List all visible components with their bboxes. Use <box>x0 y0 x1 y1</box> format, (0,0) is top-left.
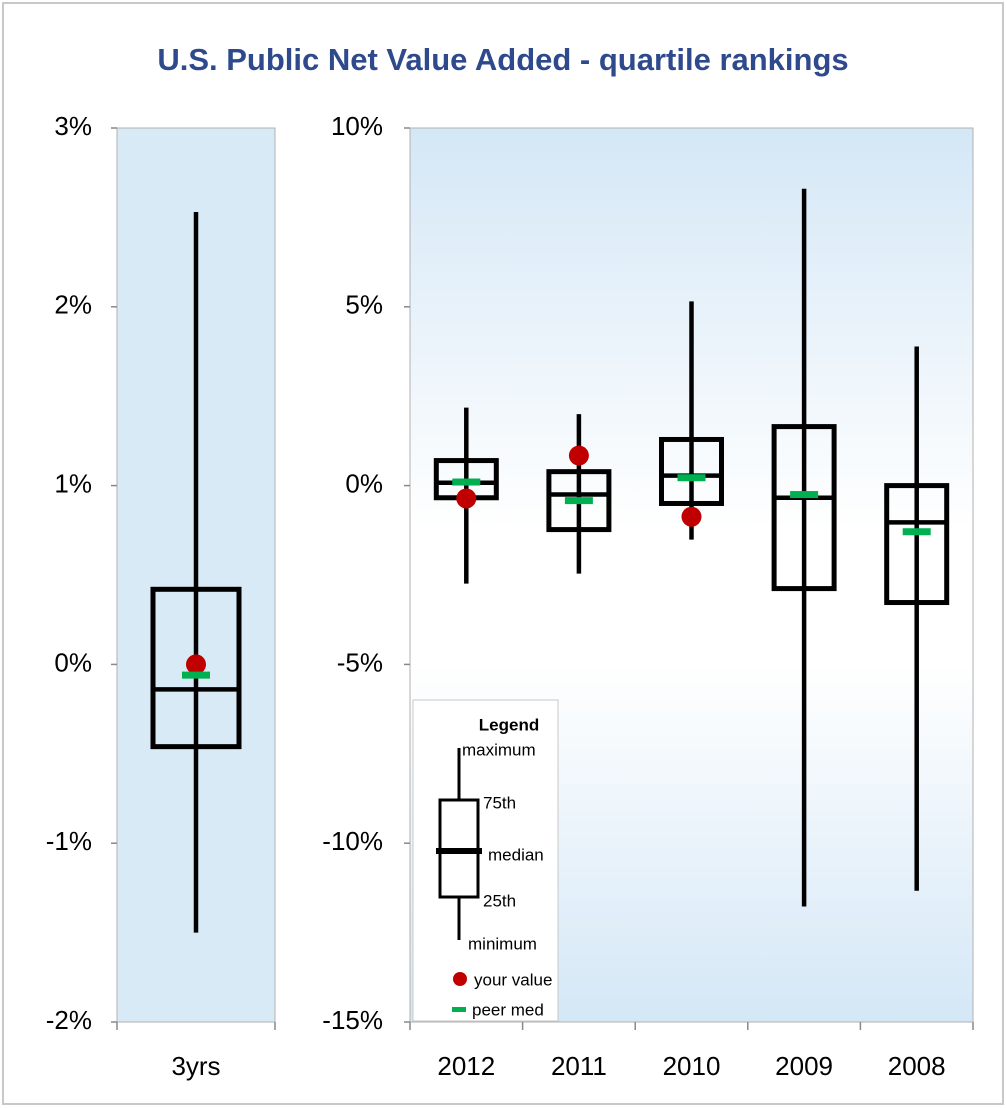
y-tick-label: -5% <box>337 647 383 677</box>
your-value <box>681 506 702 527</box>
y-tick-label: 2% <box>54 290 92 320</box>
x-tick-label: 2009 <box>775 1051 833 1081</box>
box <box>659 436 724 506</box>
your-value <box>568 445 589 466</box>
y-tick-label: 10% <box>331 111 383 141</box>
legend-title: Legend <box>479 715 539 734</box>
legend-label: 25th <box>483 891 516 910</box>
legend-label: your value <box>474 970 552 989</box>
y-tick-label: 0% <box>54 647 92 677</box>
box-fill <box>777 429 832 586</box>
y-tick-label: 5% <box>345 290 383 320</box>
y-tick-label: 0% <box>345 468 383 498</box>
x-tick-label: 2012 <box>437 1051 495 1081</box>
legend-label: median <box>488 845 544 864</box>
y-tick-label: 1% <box>54 468 92 498</box>
peer-median <box>564 497 593 505</box>
legend-label: 75th <box>483 793 516 812</box>
y-tick-label: -1% <box>46 826 92 856</box>
legend-label: maximum <box>462 740 536 759</box>
legend-marker <box>453 972 467 986</box>
x-tick-label: 3yrs <box>171 1051 220 1081</box>
peer-median <box>902 528 931 536</box>
box <box>771 424 837 592</box>
chart-title: U.S. Public Net Value Added - quartile r… <box>157 42 848 77</box>
y-tick-label: -10% <box>322 826 383 856</box>
box <box>884 483 950 606</box>
y-tick-label: -2% <box>46 1005 92 1035</box>
peer-median <box>452 478 481 486</box>
x-tick-label: 2010 <box>663 1051 721 1081</box>
legend-marker <box>452 1007 466 1012</box>
y-tick-label: 3% <box>54 111 92 141</box>
your-value <box>186 654 206 675</box>
y-tick-label: -15% <box>322 1005 383 1035</box>
box-fill <box>889 488 944 600</box>
your-value <box>456 488 477 509</box>
peer-median <box>677 474 706 482</box>
box <box>150 586 242 750</box>
peer-median <box>790 491 819 499</box>
box <box>546 469 612 533</box>
legend-label: minimum <box>468 934 537 953</box>
legend-label: peer med <box>472 1000 544 1019</box>
peer-median <box>182 671 210 679</box>
box-fill <box>664 442 719 501</box>
legend-box <box>412 699 559 1022</box>
x-tick-label: 2011 <box>551 1051 607 1081</box>
x-tick-label: 2008 <box>888 1051 946 1081</box>
